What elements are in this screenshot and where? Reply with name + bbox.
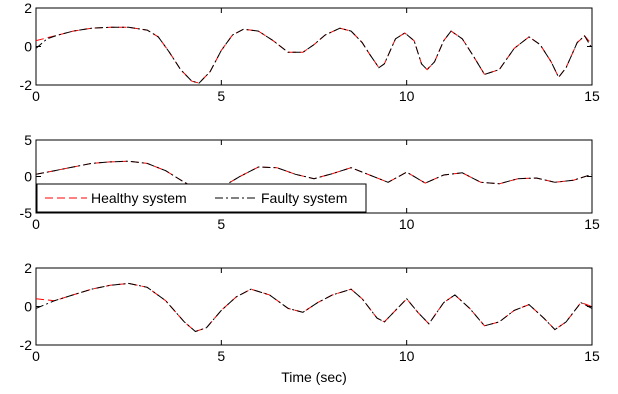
x-tick-label: 0: [32, 88, 40, 104]
x-tick-label: 15: [584, 88, 600, 104]
y-tick-label: 2: [24, 0, 32, 16]
x-tick-label: 15: [584, 348, 600, 364]
series-line-healthy-system: [36, 26, 592, 84]
y-tick-label: 0: [24, 169, 32, 185]
y-tick-label: 0: [24, 39, 32, 55]
y-tick-label: -2: [20, 77, 33, 93]
axes-frame: [35, 7, 593, 86]
x-tick-label: 10: [399, 348, 415, 364]
subplot-1: 0 5 10 15-202: [20, 0, 600, 104]
y-tick-label: 5: [24, 132, 32, 148]
y-tick-label: 0: [24, 299, 32, 315]
axes-frame: [35, 267, 593, 346]
legend-label-1: Healthy system: [91, 190, 187, 206]
y-tick-label: 2: [24, 260, 32, 276]
series-line-faulty-system: [36, 160, 592, 192]
x-tick-label: 0: [32, 216, 40, 232]
x-tick-label: 10: [399, 216, 415, 232]
x-tick-label: 15: [584, 216, 600, 232]
x-tick-label: 5: [217, 348, 225, 364]
series-line-faulty-system: [36, 282, 592, 333]
x-tick-label: 10: [399, 88, 415, 104]
legend-label-2: Faulty system: [261, 190, 347, 206]
x-tick-label: 0: [32, 348, 40, 364]
series-line-healthy-system: [36, 282, 592, 333]
legend: Healthy system Faulty system: [36, 183, 367, 213]
x-tick-label: 5: [217, 216, 225, 232]
legend-box: [36, 183, 367, 213]
y-tick-label: -2: [20, 337, 33, 353]
x-tick-label: 5: [217, 88, 225, 104]
x-axis-label: Time (sec): [281, 369, 347, 385]
y-tick-label: -5: [20, 205, 33, 221]
series-line-faulty-system: [36, 26, 592, 84]
